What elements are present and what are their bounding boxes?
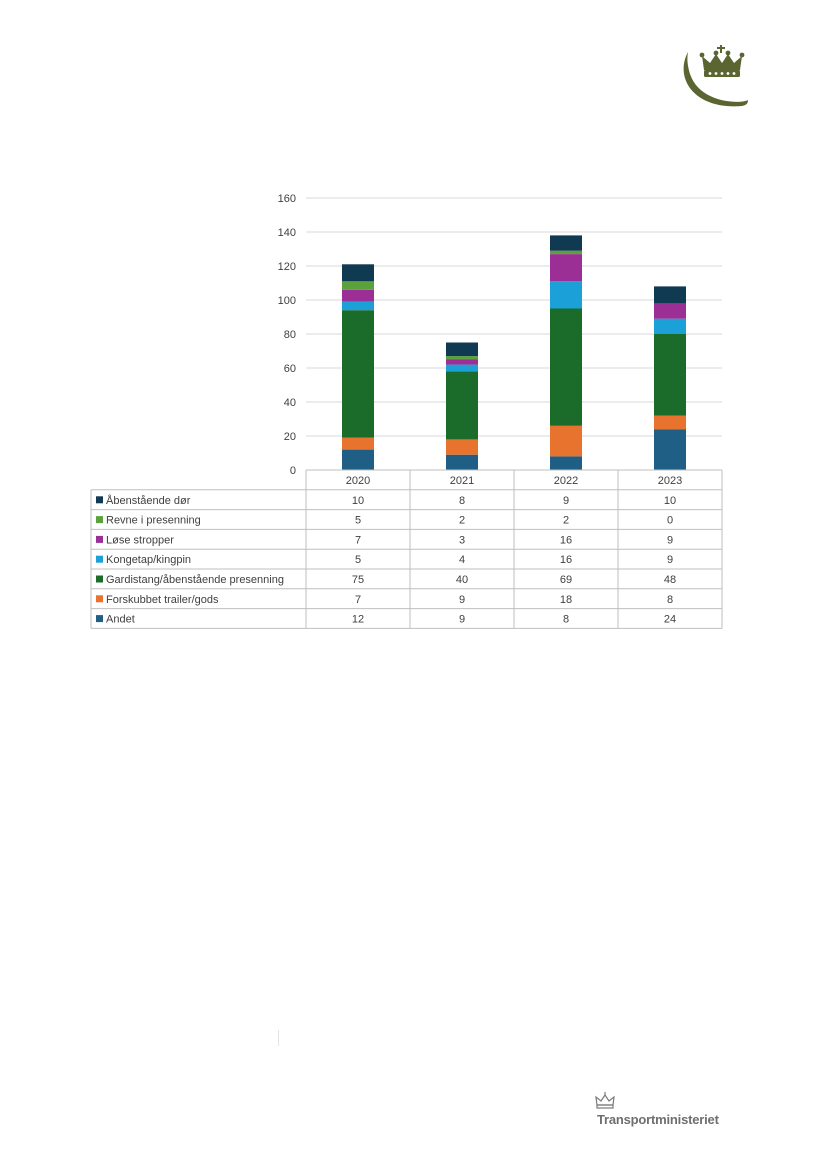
legend-label: Gardistang/åbenstående presenning (106, 574, 284, 586)
y-tick-label: 100 (278, 295, 296, 307)
footer-brand: Transportministeriet (590, 1092, 750, 1132)
bar-segment (342, 437, 374, 450)
table-cell-value: 18 (560, 594, 572, 606)
bars (342, 235, 686, 470)
bar-segment (654, 415, 686, 430)
legend-swatch (96, 595, 103, 603)
bar-segment (550, 425, 582, 457)
bar-segment (550, 281, 582, 309)
legend-swatch (96, 496, 103, 504)
gridlines (306, 197, 722, 437)
bar-segment (550, 456, 582, 470)
x-category-label: 2020 (346, 475, 370, 487)
legend-swatch (96, 516, 103, 524)
table-cell-value: 16 (560, 554, 572, 566)
y-tick-label: 0 (290, 465, 296, 477)
bar-segment (446, 364, 478, 372)
table-cell-value: 7 (355, 594, 361, 606)
y-tick-label: 60 (284, 363, 296, 375)
bar-segment (654, 429, 686, 470)
table-cell-value: 8 (459, 495, 465, 507)
table-cell-value: 40 (456, 574, 468, 586)
legend-swatch (96, 555, 103, 563)
y-tick-label: 140 (278, 227, 296, 239)
bar-segment (342, 264, 374, 282)
y-tick-label: 160 (278, 193, 296, 205)
bar-segment (550, 308, 582, 426)
bar-segment (550, 254, 582, 282)
table-cell-value: 9 (667, 554, 673, 566)
legend-label: Andet (106, 614, 135, 626)
bar-segment (342, 301, 374, 311)
y-tick-label: 40 (284, 397, 296, 409)
table-cell-value: 2 (459, 515, 465, 527)
bar-segment (550, 250, 582, 255)
table-cell-value: 5 (355, 554, 361, 566)
table-cell-value: 12 (352, 614, 364, 626)
bar-segment (342, 310, 374, 438)
legend-label: Revne i presenning (106, 515, 201, 527)
bar-segment (446, 454, 478, 470)
legend-swatch (96, 575, 103, 583)
table-cell-value: 3 (459, 534, 465, 546)
footer-crown-icon (595, 1092, 615, 1109)
bar-segment (446, 359, 478, 365)
bar-segment (446, 356, 478, 360)
table-cell-value: 9 (563, 495, 569, 507)
bar-segment (654, 318, 686, 334)
table-cell-value: 8 (667, 594, 673, 606)
bar-segment (446, 342, 478, 357)
bar-segment (550, 235, 582, 251)
table-cell-value: 8 (563, 614, 569, 626)
x-category-label: 2021 (450, 475, 474, 487)
table-cell-value: 48 (664, 574, 676, 586)
table-cell-value: 10 (664, 495, 676, 507)
y-axis: 0 20 40 60 80 100 120 140 160 (278, 193, 296, 477)
bar-segment (446, 439, 478, 455)
bar-segment (342, 449, 374, 470)
legend-label: Åbenstående dør (106, 494, 191, 507)
legend-swatch (96, 535, 103, 543)
footer-brand-text: Transportministeriet (597, 1112, 719, 1127)
table-cell-value: 4 (459, 554, 465, 566)
y-tick-label: 120 (278, 261, 296, 273)
bar-segment (342, 289, 374, 302)
bar-segment (446, 371, 478, 440)
table-cell-value: 9 (667, 534, 673, 546)
legend-label: Kongetap/kingpin (106, 554, 191, 566)
bar-segment (654, 303, 686, 319)
table-cell-value: 9 (459, 614, 465, 626)
y-tick-label: 80 (284, 329, 296, 341)
table-cell-value: 69 (560, 574, 572, 586)
bar-segment (342, 281, 374, 290)
table-cell-value: 7 (355, 534, 361, 546)
table-cell-value: 10 (352, 495, 364, 507)
table-cell-value: 5 (355, 515, 361, 527)
bar-segment (654, 286, 686, 304)
x-category-label: 2022 (554, 475, 578, 487)
x-category-label: 2023 (658, 475, 682, 487)
y-tick-label: 20 (284, 431, 296, 443)
bar-segment (654, 334, 686, 416)
legend-label: Løse stropper (106, 534, 174, 546)
table-cell-value: 24 (664, 614, 676, 626)
divider (278, 1030, 279, 1046)
legend-swatch (96, 615, 103, 623)
table-cell-value: 9 (459, 594, 465, 606)
table-cell-value: 16 (560, 534, 572, 546)
crown-logo-icon (683, 45, 748, 107)
legend-label: Forskubbet trailer/gods (106, 594, 219, 606)
table-cell-value: 2 (563, 515, 569, 527)
table-cell-value: 75 (352, 574, 364, 586)
table-cell-value: 0 (667, 515, 673, 527)
